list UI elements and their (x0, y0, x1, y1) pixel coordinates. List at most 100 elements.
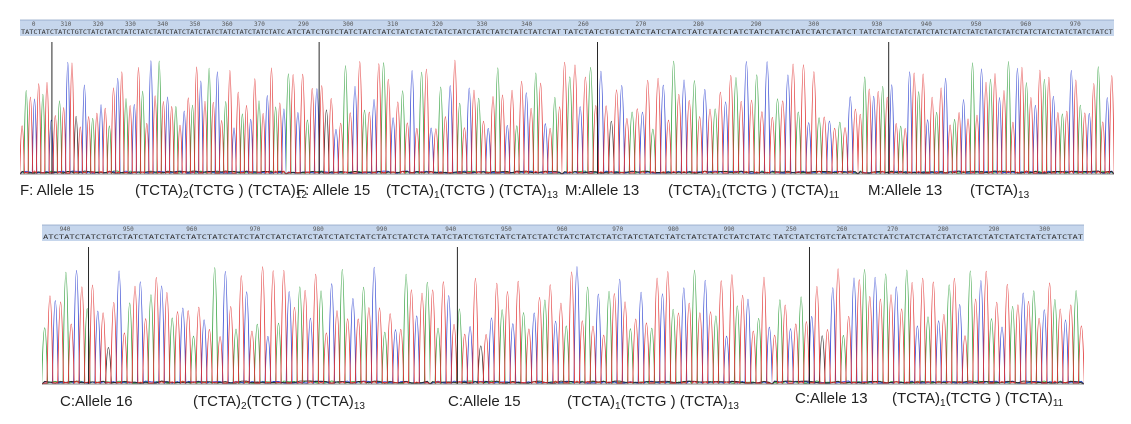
sample-label: F: Allele 15 (296, 182, 371, 199)
trace-c (562, 61, 858, 175)
sequence-header-band (20, 20, 286, 36)
chromatogram-panel: 250 260 270 280 290 300 TATCTATCTGTCTATCTATCTA… (772, 223, 1084, 388)
repeat-count: 12 (295, 190, 307, 201)
repeat-motif: (TCTA) (668, 182, 717, 199)
position-tick-label: 290 (988, 226, 999, 233)
repeat-motif: (TCTG ) (439, 182, 495, 199)
trace-c (772, 277, 1084, 385)
repeat-motif: (TCTG ) (188, 182, 244, 199)
position-tick-label: 270 (635, 21, 646, 28)
repeat-count: 13 (727, 401, 739, 412)
repeat-formula: (TCTA)1(TCTG ) (TCTA)13 (567, 393, 739, 412)
position-tick-label: 930 (871, 21, 882, 28)
sequence-header-band (430, 225, 772, 241)
position-tick-label: 970 (612, 226, 623, 233)
chromatogram-svg: 0 310 320 330 340 350 360 370TATCTATCTATCTGTCTA… (20, 19, 286, 175)
position-tick-label: 290 (751, 21, 762, 28)
position-tick-label: 260 (578, 21, 589, 28)
repeat-motif: (TCTA) (1004, 390, 1053, 407)
position-tick-label: 960 (557, 226, 568, 233)
position-tick-label: 310 (387, 21, 398, 28)
trace-a (562, 60, 858, 175)
trace-g (20, 116, 286, 175)
repeat-count: 1 (940, 398, 946, 409)
repeat-motif: (TCTA) (498, 182, 547, 199)
position-tick-label: 340 (157, 21, 168, 28)
position-tick-label: 990 (376, 226, 387, 233)
chromatogram-panel: 930 940 950 960 970 TATCTATCTATCTATCTATCTATCT… (858, 18, 1114, 178)
repeat-count: 1 (434, 190, 440, 201)
repeat-count: 13 (353, 401, 365, 412)
position-tick-label: 960 (1020, 21, 1031, 28)
position-tick-label: 270 (887, 226, 898, 233)
sample-label: F: Allele 15 (20, 182, 95, 199)
position-tick-label: 320 (432, 21, 443, 28)
repeat-motif: (TCTG ) (620, 393, 676, 410)
chromatogram-svg: 290 300 310 320 330 340ATCTATCTGTCTATCTATCTAT… (286, 19, 562, 175)
repeat-formula: (TCTA)2(TCTG ) (TCTA)13 (193, 393, 365, 412)
sample-label: M:Allele 13 (565, 182, 640, 199)
repeat-motif: (TCTA) (135, 182, 184, 199)
repeat-motif: (TCTA) (247, 182, 296, 199)
trace-a (430, 269, 772, 385)
position-tick-label: 970 (1070, 21, 1081, 28)
trace-t (20, 62, 286, 175)
position-tick-label: 350 (190, 21, 201, 28)
position-tick-label: 960 (186, 226, 197, 233)
trace-c (858, 68, 1114, 175)
repeat-motif: (TCTG ) (721, 182, 777, 199)
repeat-motif: (TCTA) (780, 182, 829, 199)
position-tick-label: 300 (808, 21, 819, 28)
base-sequence: TATCTATCTGTCTATCTATCTATCTATCTATCTATCTATC… (773, 234, 1083, 241)
chromatogram-panel: 940 950 960 970 980 990 ATCTATCTATCTGTCTATCTAT… (42, 223, 430, 388)
repeat-motif: (TCTG ) (246, 393, 302, 410)
trace-t (430, 271, 772, 385)
position-tick-label: 250 (786, 226, 797, 233)
repeat-formula: (TCTA)13 (970, 182, 1030, 201)
trace-a (858, 61, 1114, 175)
sample-label: C:Allele 15 (448, 393, 521, 410)
repeat-count: 13 (1018, 190, 1030, 201)
sequence-header-band (42, 225, 430, 241)
base-sequence: ATCTATCTATCTGTCTATCTATCTATCTATCTATCTATCT… (43, 234, 429, 241)
position-tick-label: 320 (93, 21, 104, 28)
chromatogram-svg: 940 950 960 970 980 990ATCTATCTATCTGTCTATCTAT… (42, 224, 430, 385)
repeat-motif: (TCTA) (970, 182, 1019, 199)
position-tick-label: 940 (60, 226, 71, 233)
position-tick-label: 950 (123, 226, 134, 233)
position-tick-label: 260 (836, 226, 847, 233)
trace-t (42, 266, 430, 385)
trace-a (772, 269, 1084, 385)
base-sequence: TATCTATCTGTCTATCTATCTATCTATCTATCTATCTATC… (563, 29, 857, 36)
position-tick-label: 310 (61, 21, 72, 28)
repeat-count: 2 (183, 190, 189, 201)
sequence-header-band (286, 20, 562, 36)
chromatogram-panel: 0 310 320 330 340 350 360 370 TATCTATCTATCTGTCTA… (20, 18, 286, 178)
sequence-header-band (858, 20, 1114, 36)
repeat-count: 2 (241, 401, 247, 412)
trace-t (858, 67, 1114, 175)
trace-t (772, 268, 1084, 384)
repeat-formula: (TCTA)2(TCTG ) (TCTA)12 (135, 182, 307, 201)
repeat-formula: (TCTA)1(TCTG ) (TCTA)11 (668, 182, 839, 201)
position-tick-label: 300 (343, 21, 354, 28)
position-tick-label: 980 (313, 226, 324, 233)
position-tick-label: 970 (250, 226, 261, 233)
repeat-motif: (TCTG ) (945, 390, 1001, 407)
chromatogram-svg: 930 940 950 960 970TATCTATCTATCTATCTATCTATCT… (858, 19, 1114, 175)
repeat-count: 13 (546, 190, 558, 201)
sample-label: M:Allele 13 (868, 182, 943, 199)
position-tick-label: 360 (222, 21, 233, 28)
trace-a (20, 60, 286, 175)
position-tick-label: 990 (724, 226, 735, 233)
sequence-header-band (772, 225, 1084, 241)
trace-t (562, 61, 858, 174)
position-tick-label: 950 (971, 21, 982, 28)
repeat-formula: (TCTA)1(TCTG ) (TCTA)11 (892, 390, 1063, 409)
trace-t (286, 59, 562, 175)
position-tick-label: 980 (668, 226, 679, 233)
base-sequence: TATCTATCTATCTATCTATCTATCTATCTATCTATCTATC… (859, 29, 1113, 36)
position-tick-label: 940 (445, 226, 456, 233)
repeat-motif: (TCTA) (386, 182, 435, 199)
trace-c (286, 70, 562, 175)
